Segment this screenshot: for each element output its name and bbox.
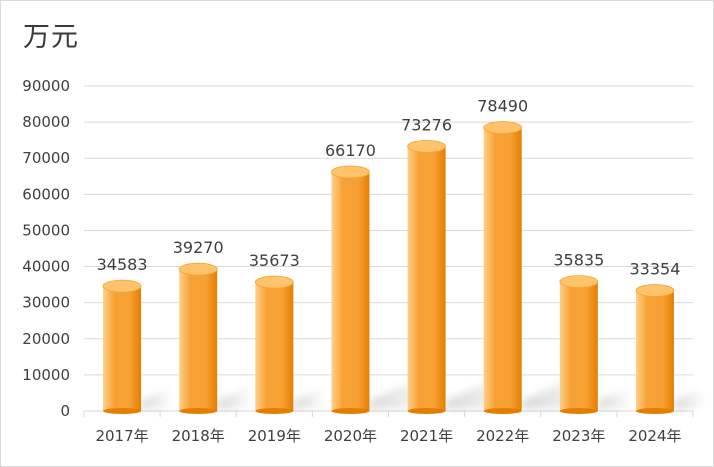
bar-base	[179, 408, 218, 414]
bar	[635, 284, 675, 414]
value-label: 39270	[173, 238, 224, 257]
bar-body	[331, 172, 370, 411]
y-tick-label: 40000	[22, 258, 70, 276]
bar-shadow	[293, 388, 326, 409]
bar-base	[331, 408, 370, 414]
value-label: 66170	[325, 141, 376, 160]
bar-shadow	[217, 386, 253, 409]
bar-base	[559, 408, 598, 414]
value-label: 78490	[477, 97, 528, 116]
y-tick-label: 80000	[22, 113, 70, 131]
bar	[254, 275, 294, 414]
x-tick-label: 2022年	[476, 427, 529, 445]
bar-body	[103, 286, 142, 411]
bar-top	[407, 139, 446, 153]
bar	[407, 139, 446, 414]
bar-top	[178, 262, 218, 276]
x-tick-label: 2019年	[248, 427, 301, 445]
bar-top	[559, 275, 599, 288]
bar-shadow	[141, 388, 173, 409]
bar-body	[179, 269, 218, 411]
bar-shadow	[673, 388, 705, 409]
bar-body	[559, 281, 598, 411]
y-tick-label: 70000	[22, 149, 70, 167]
y-tick-label: 50000	[22, 221, 70, 239]
bar-body	[255, 282, 294, 411]
bar	[178, 262, 218, 414]
x-tick-label: 2023年	[552, 427, 605, 445]
bar-top	[483, 121, 523, 134]
y-tick-label: 10000	[22, 366, 70, 384]
bar	[483, 121, 523, 414]
bar-body	[407, 146, 446, 412]
x-tick-label: 2024年	[628, 427, 681, 445]
y-tick-label: 60000	[22, 185, 70, 203]
bar-top	[331, 165, 370, 179]
bar-shadow	[597, 388, 631, 409]
value-label: 33354	[629, 260, 680, 279]
bar-body	[483, 127, 522, 411]
y-tick-label: 0	[60, 402, 70, 420]
x-tick-label: 2018年	[172, 427, 225, 445]
bar-body	[635, 290, 674, 411]
bar	[102, 279, 142, 414]
bar-base	[103, 408, 142, 414]
bar-top	[254, 275, 294, 289]
bar	[559, 275, 599, 414]
bar-base	[635, 408, 674, 414]
x-tick-label: 2017年	[95, 427, 148, 445]
y-tick-label: 30000	[22, 294, 70, 312]
bar	[331, 165, 370, 414]
value-label: 34583	[97, 255, 148, 274]
bar-base	[255, 408, 294, 414]
value-label: 35835	[553, 251, 604, 270]
y-tick-label: 20000	[22, 330, 70, 348]
bar-top	[102, 279, 142, 293]
x-tick-label: 2020年	[324, 427, 377, 445]
x-tick-label: 2021年	[400, 427, 453, 445]
value-label: 73276	[401, 115, 452, 134]
unit-label: 万元	[23, 22, 79, 53]
bar-base	[407, 408, 446, 414]
bar-top	[635, 284, 675, 297]
y-tick-label: 90000	[22, 77, 70, 95]
bar-base	[483, 408, 522, 414]
value-label: 35673	[249, 251, 300, 270]
